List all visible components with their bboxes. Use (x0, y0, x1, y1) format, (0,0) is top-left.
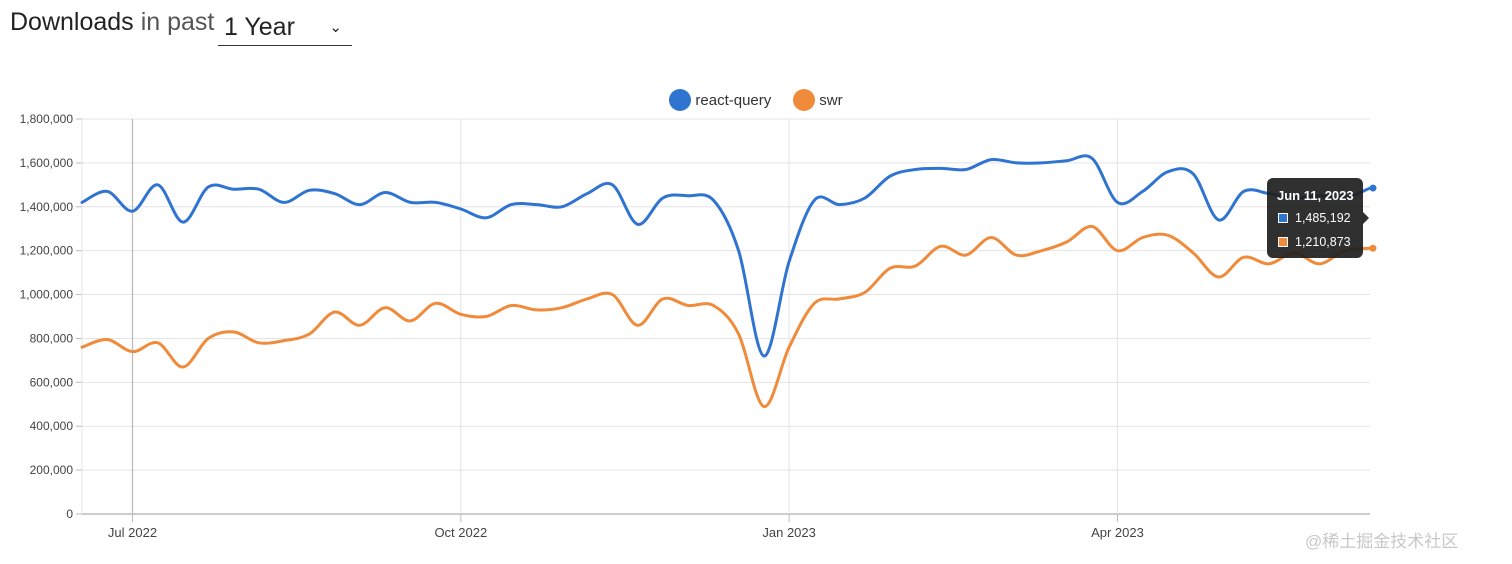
legend-item-react-query[interactable]: react-query (669, 89, 771, 111)
series-line-swr (80, 224, 1372, 408)
legend-marker-swr (793, 89, 816, 111)
y-tick-label: 400,000 (30, 419, 74, 433)
y-tick-label: 1,800,000 (20, 112, 74, 126)
x-tick-label: Jan 2023 (762, 525, 816, 540)
x-tick-label: Apr 2023 (1091, 525, 1144, 540)
legend-label-react-query: react-query (695, 91, 772, 109)
y-tick-label: 200,000 (30, 463, 74, 477)
x-tick-label: Oct 2022 (434, 525, 487, 540)
y-tick-label: 1,400,000 (20, 200, 74, 214)
y-tick-label: 0 (66, 507, 73, 521)
x-tick-label: Jul 2022 (108, 525, 157, 540)
legend-label-swr: swr (819, 91, 843, 109)
chevron-down-icon: ⌄ (329, 19, 342, 36)
header-title: Downloads (10, 8, 134, 36)
period-select[interactable]: 1 Year ⌄ (218, 10, 352, 46)
chart-tooltip: Jun 11, 2023 1,485,192 1,210,873 (1267, 178, 1369, 258)
period-select-value: 1 Year (224, 13, 295, 41)
watermark-text: @稀土掘金技术社区 (1305, 532, 1459, 551)
y-tick-label: 1,600,000 (20, 156, 74, 170)
downloads-header: Downloads in past (10, 8, 214, 48)
chart-legend: react-query swr (0, 89, 1512, 111)
y-tick-label: 800,000 (30, 331, 74, 345)
legend-item-swr[interactable]: swr (793, 89, 843, 111)
y-tick-label: 1,200,000 (20, 244, 74, 258)
series-line-react-query (80, 154, 1372, 358)
series-endpoint-react-query (1369, 184, 1377, 192)
tooltip-date: Jun 11, 2023 (1277, 188, 1354, 203)
tooltip-value-react-query: 1,485,192 (1295, 211, 1351, 225)
y-tick-label: 600,000 (30, 375, 74, 389)
tooltip-row-swr: 1,210,873 (1278, 235, 1351, 249)
tooltip-value-swr: 1,210,873 (1295, 235, 1351, 249)
header-subtitle: in past (140, 8, 215, 36)
tooltip-row-react-query: 1,485,192 (1278, 211, 1351, 225)
series-endpoint-swr (1369, 244, 1377, 252)
tooltip-swatch-swr (1278, 237, 1288, 247)
y-tick-label: 1,000,000 (20, 288, 74, 302)
tooltip-swatch-react-query (1278, 213, 1288, 223)
legend-marker-react-query (669, 89, 692, 111)
